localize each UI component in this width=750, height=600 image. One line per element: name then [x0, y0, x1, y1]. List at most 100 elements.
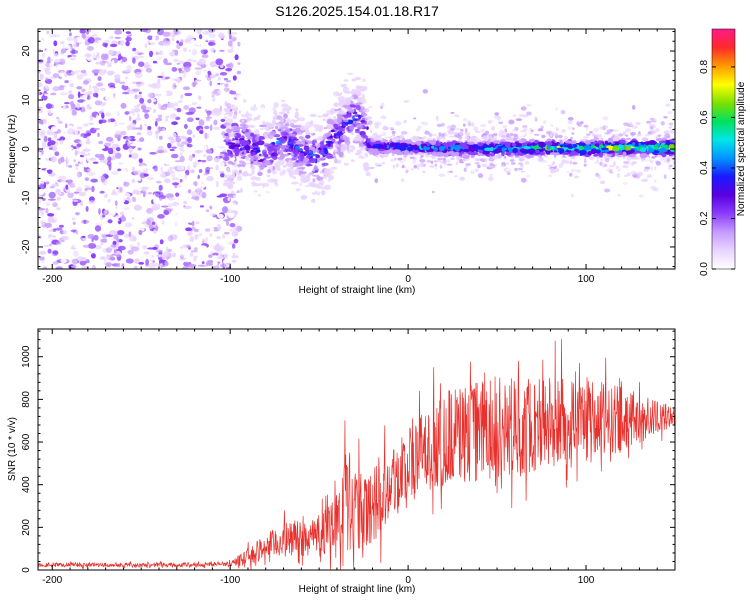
heat-cell: [140, 165, 147, 170]
heat-cell: [155, 117, 163, 122]
heat-cell: [436, 160, 441, 163]
heat-cell: [489, 143, 494, 147]
heat-cell: [535, 149, 540, 154]
heat-cell: [241, 119, 245, 123]
heat-cell: [293, 124, 302, 128]
heat-cell: [309, 113, 317, 117]
heat-cell: [147, 176, 155, 180]
heat-cell: [220, 118, 226, 122]
heat-cell: [560, 148, 565, 154]
heat-cell: [189, 251, 194, 258]
heat-cell: [431, 145, 435, 149]
heat-cell: [165, 246, 169, 252]
heat-cell: [188, 100, 192, 105]
heat-cell: [50, 155, 57, 163]
heat-cell: [106, 70, 115, 75]
heat-cell: [173, 58, 179, 63]
heat-cell: [130, 152, 139, 160]
heat-cell: [60, 236, 69, 241]
heat-cell: [591, 148, 597, 154]
heat-cell: [336, 159, 340, 163]
heat-cell: [392, 137, 397, 143]
heat-cell: [324, 168, 331, 173]
heat-cell: [81, 69, 87, 74]
heat-cell: [388, 135, 393, 140]
heat-cell: [193, 139, 202, 145]
heat-cell: [167, 197, 176, 201]
heat-cell: [176, 62, 181, 65]
heat-cell: [234, 54, 239, 61]
heat-cell: [104, 193, 108, 198]
heat-cell: [51, 183, 60, 187]
heat-cell: [215, 73, 220, 77]
heat-cell: [579, 145, 584, 150]
heat-cell: [254, 128, 260, 135]
heat-cell: [117, 58, 121, 61]
heat-cell: [163, 40, 171, 46]
heat-cell: [606, 140, 614, 143]
heat-cell: [555, 127, 559, 132]
heat-cell: [101, 132, 109, 137]
spectrogram-x-tick-label: -200: [42, 274, 62, 285]
heat-cell: [170, 172, 176, 178]
heat-cell: [559, 138, 562, 141]
heat-cell: [176, 107, 182, 113]
heat-cell: [285, 145, 291, 148]
heat-cell: [44, 93, 48, 97]
heat-cell: [273, 110, 278, 116]
heat-cell: [282, 182, 290, 187]
heat-cell: [39, 232, 49, 237]
heat-cell: [135, 118, 142, 121]
spectrogram-x-tick-label: -100: [220, 274, 240, 285]
heat-cell: [87, 243, 97, 249]
heat-cell: [124, 233, 130, 238]
heat-cell: [504, 128, 508, 133]
heat-cell: [88, 200, 96, 205]
heat-cell: [267, 178, 275, 183]
heat-cell: [158, 259, 165, 263]
heat-cell: [352, 71, 358, 75]
heat-cell: [190, 250, 198, 253]
heat-cell: [224, 174, 228, 178]
heat-cell: [226, 220, 229, 226]
heat-cell: [205, 149, 213, 154]
heat-cell: [212, 97, 216, 102]
heat-cell: [57, 133, 61, 139]
heat-cell: [70, 175, 77, 179]
heat-cell: [250, 133, 255, 137]
heat-cell: [49, 62, 54, 67]
heat-cell: [465, 135, 469, 140]
heat-cell: [244, 170, 248, 174]
heat-cell: [228, 40, 233, 47]
heat-cell: [355, 102, 363, 105]
heat-cell: [571, 132, 575, 135]
heat-cell: [85, 249, 90, 256]
heat-cell: [533, 133, 540, 136]
heat-cell: [490, 153, 495, 156]
heat-cell: [217, 239, 221, 243]
heat-cell: [164, 178, 171, 184]
heat-cell: [142, 149, 150, 154]
heat-cell: [97, 132, 100, 137]
heat-cell: [449, 170, 454, 173]
heat-cell: [131, 246, 140, 252]
heat-cell: [296, 149, 299, 156]
heat-cell: [482, 143, 488, 149]
heat-cell: [57, 43, 63, 51]
heat-cell: [192, 134, 196, 139]
heat-cell: [482, 132, 487, 136]
heat-cell: [182, 86, 190, 90]
heat-cell: [179, 60, 185, 64]
heat-cell: [52, 261, 59, 265]
heat-cell: [116, 68, 120, 72]
heat-cell: [91, 185, 95, 193]
heat-cell: [65, 246, 71, 251]
heat-cell: [228, 33, 232, 40]
heat-cell: [114, 200, 118, 207]
heat-cell: [158, 135, 163, 140]
heat-cell: [54, 29, 61, 36]
heat-cell: [300, 195, 308, 200]
heat-cell: [82, 80, 89, 85]
heat-cell: [582, 136, 589, 139]
heat-cell: [159, 159, 163, 165]
